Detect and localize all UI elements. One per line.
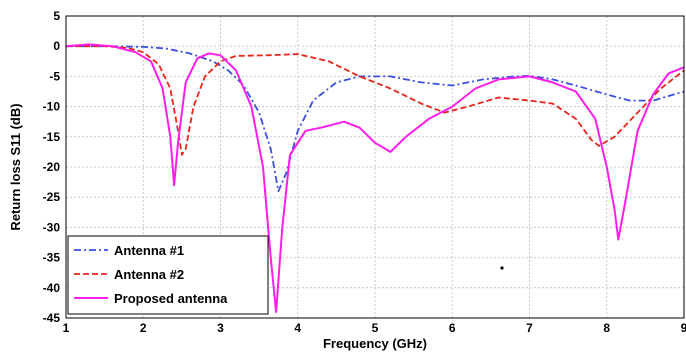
legend-label: Antenna #1 (114, 243, 184, 258)
series-line-3 (65, 43, 685, 313)
x-tick-label: 7 (526, 321, 533, 335)
x-tick-label: 8 (603, 321, 610, 335)
x-tick-labels: 1 2 3 4 5 6 7 8 9 (63, 321, 686, 335)
y-axis-label: Return loss S11 (dB) (8, 103, 23, 230)
y-tick-label: -35 (43, 251, 61, 265)
legend-label: Proposed antenna (114, 291, 228, 306)
y-tick-label: -45 (43, 311, 61, 325)
series-line-2 (66, 45, 685, 156)
y-tick-label: -10 (43, 100, 61, 114)
y-tick-label: 0 (53, 39, 60, 53)
y-tick-label: 5 (53, 9, 60, 23)
plot-frame (65, 15, 685, 319)
x-tick-label: 4 (294, 321, 301, 335)
x-tick-label: 2 (140, 321, 147, 335)
y-tick-label: -15 (43, 130, 61, 144)
y-tick-label: -30 (43, 220, 61, 234)
y-tick-labels: 5 0 -5 -10 -15 -20 -25 -30 -35 -40 -45 (43, 9, 61, 325)
x-tick-label: 9 (681, 321, 686, 335)
x-tick-label: 3 (217, 321, 224, 335)
x-tick-label: 5 (372, 321, 379, 335)
series-layer (65, 43, 685, 313)
stray-dot (500, 266, 504, 270)
x-tick-label: 6 (449, 321, 456, 335)
x-axis-label: Frequency (GHz) (323, 336, 427, 351)
y-tick-label: -20 (43, 160, 61, 174)
legend-label: Antenna #2 (114, 267, 184, 282)
legend: Antenna #1 Antenna #2 Proposed antenna (67, 235, 269, 315)
y-tick-label: -40 (43, 281, 61, 295)
legend-box (67, 235, 269, 315)
x-tick-label: 1 (63, 321, 70, 335)
y-tick-label: -5 (49, 69, 60, 83)
y-tick-label: -25 (43, 190, 61, 204)
